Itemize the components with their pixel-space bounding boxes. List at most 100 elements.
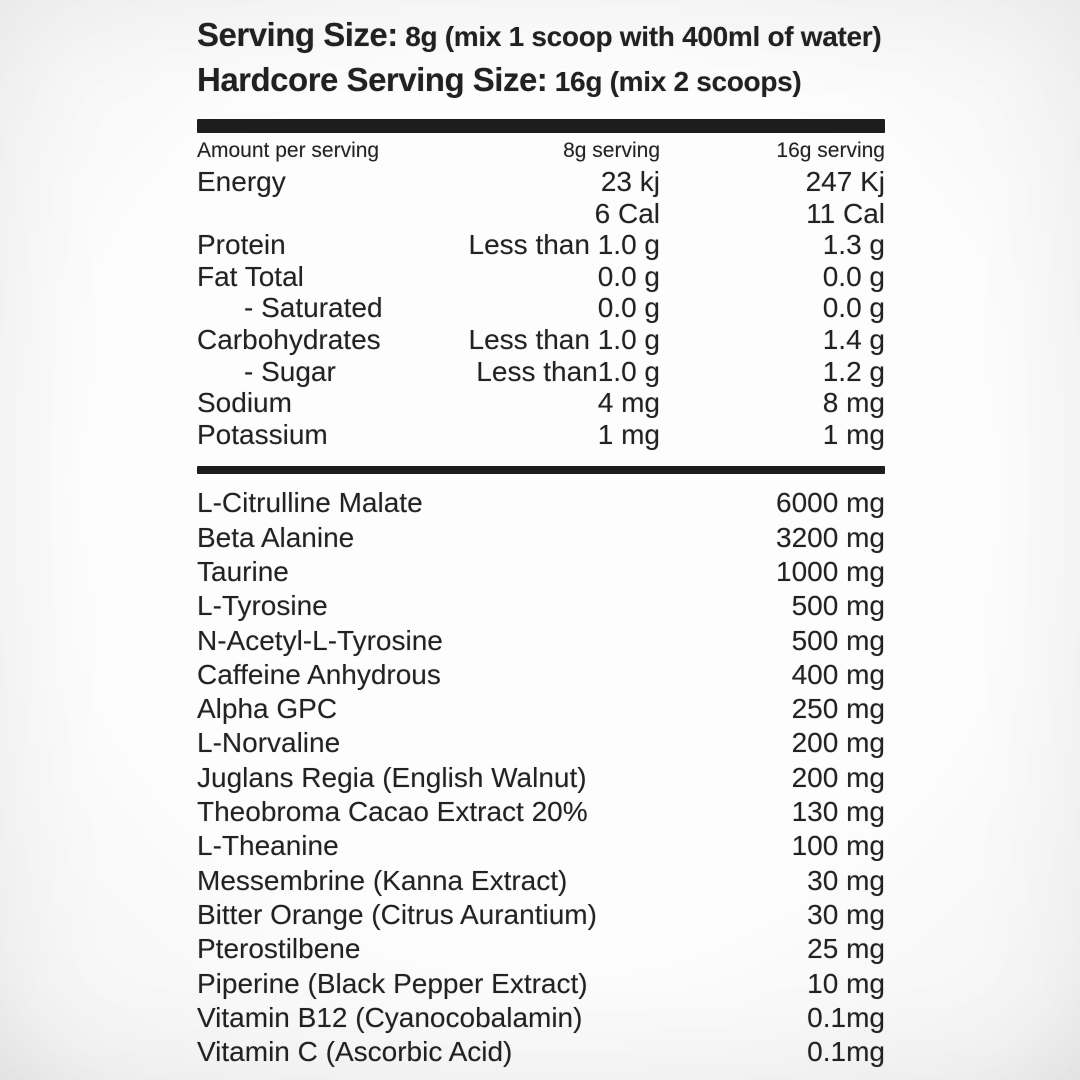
ingredient-amount: 10 mg [807, 967, 885, 999]
table-column-headers: Amount per serving 8g serving 16g servin… [197, 138, 885, 164]
ingredient-amount: 400 mg [791, 658, 885, 690]
nutrition-row: Carbohydrates Less than 1.0 g 1.4 g [197, 324, 885, 356]
nutrition-row: Protein Less than 1.0 g 1.3 g [197, 229, 885, 261]
ingredient-name: Alpha GPC [197, 693, 338, 725]
ingredient-amount: 3200 mg [776, 521, 885, 553]
nutrition-table: Energy 23 kj 247 Kj 6 Cal 11 Cal Protein Less … [197, 166, 885, 450]
nutrient-label [197, 198, 444, 230]
ingredient-name: Taurine [197, 555, 289, 587]
ingredient-amount: 200 mg [791, 727, 885, 759]
ingredient-name: Bitter Orange (Citrus Aurantium) [197, 898, 597, 930]
nutrient-label: Energy [197, 166, 286, 197]
serving-size-line: Serving Size: 8g (mix 1 scoop with 400ml… [197, 16, 885, 61]
ingredient-name: L-Tyrosine [197, 590, 328, 622]
nutrient-value-16g: 1 mg [822, 418, 885, 450]
nutrient-value-16g: 11 Cal [806, 197, 885, 229]
nutrient-label: Sodium [197, 387, 292, 419]
supplement-facts-label: Serving Size: 8g (mix 1 scoop with 400ml… [197, 16, 885, 1069]
ingredient-name: Pterostilbene [197, 933, 361, 965]
ingredient-row: Juglans Regia (English Walnut) 200 mg [197, 761, 885, 795]
ingredient-name: L-Citrulline Malate [197, 487, 423, 519]
nutrient-value-8g: 0.0 g [597, 292, 660, 324]
ingredient-amount: 30 mg [807, 898, 885, 930]
nutrition-row: Energy 23 kj 247 Kj [197, 166, 885, 198]
nutrient-value-8g: 4 mg [597, 387, 660, 419]
nutrient-value-8g: Less than 1.0 g [468, 323, 660, 355]
ingredient-name: N-Acetyl-L-Tyrosine [197, 624, 443, 656]
ingredient-row: L-Theanine 100 mg [197, 829, 885, 863]
ingredient-row: Vitamin B12 (Cyanocobalamin) 0.1mg [197, 1001, 885, 1035]
nutrient-value-16g: 0.0 g [822, 260, 885, 292]
ingredient-name: Beta Alanine [197, 521, 355, 553]
column-header-8g-serving: 8g serving [563, 139, 660, 162]
ingredient-row: Taurine 1000 mg [197, 555, 885, 589]
ingredient-name: Piperine (Black Pepper Extract) [197, 967, 588, 999]
nutrient-value-16g: 8 mg [822, 387, 885, 419]
ingredient-name: Vitamin C (Ascorbic Acid) [197, 1036, 513, 1068]
ingredient-name: Caffeine Anhydrous [197, 658, 441, 690]
ingredient-row: Piperine (Black Pepper Extract) 10 mg [197, 967, 885, 1001]
nutrient-label: Potassium [197, 418, 328, 450]
ingredient-row: L-Tyrosine 500 mg [197, 589, 885, 623]
ingredient-name: Juglans Regia (English Walnut) [197, 761, 587, 793]
nutrient-value-8g: Less than1.0 g [476, 355, 660, 387]
serving-size-value: 8g (mix 1 scoop with 400ml of water) [397, 21, 882, 52]
ingredient-amount: 25 mg [807, 933, 885, 965]
nutrient-value-8g: 23 kj [600, 166, 660, 197]
nutrition-row: Potassium 1 mg 1 mg [197, 419, 885, 451]
ingredient-amount: 6000 mg [776, 487, 885, 519]
ingredient-name: Vitamin B12 (Cyanocobalamin) [197, 1001, 583, 1033]
ingredient-row: L-Citrulline Malate 6000 mg [197, 486, 885, 520]
divider-bar-middle [197, 466, 885, 475]
serving-size-header: Serving Size: 8g (mix 1 scoop with 400ml… [197, 16, 885, 106]
nutrition-row: Sodium 4 mg 8 mg [197, 387, 885, 419]
ingredient-name: Theobroma Cacao Extract 20% [197, 796, 588, 828]
column-header-16g-serving: 16g serving [776, 139, 885, 162]
nutrient-value-16g: 1.3 g [822, 229, 885, 261]
ingredients-table: L-Citrulline Malate 6000 mg Beta Alanine 32… [197, 486, 885, 1069]
nutrient-label: - Saturated [244, 292, 383, 324]
ingredient-row: Theobroma Cacao Extract 20% 130 mg [197, 795, 885, 829]
nutrient-value-16g: 0.0 g [822, 292, 885, 324]
nutrient-label: - Sugar [244, 355, 336, 387]
ingredient-amount: 130 mg [791, 796, 885, 828]
ingredient-name: Messembrine (Kanna Extract) [197, 864, 568, 896]
ingredient-row: Alpha GPC 250 mg [197, 692, 885, 726]
ingredient-row: Messembrine (Kanna Extract) 30 mg [197, 864, 885, 898]
hardcore-serving-size-title: Hardcore Serving Size: [197, 61, 548, 98]
ingredient-amount: 30 mg [807, 864, 885, 896]
ingredient-amount: 100 mg [791, 830, 885, 862]
ingredient-amount: 200 mg [791, 761, 885, 793]
divider-bar-top [197, 119, 885, 133]
serving-size-title: Serving Size: [197, 16, 398, 53]
ingredient-row: Pterostilbene 25 mg [197, 932, 885, 966]
nutrient-value-8g: 6 Cal [594, 197, 660, 229]
ingredient-name: L-Norvaline [197, 727, 341, 759]
nutrient-label: Fat Total [197, 260, 304, 292]
nutrient-value-16g: 1.4 g [822, 323, 885, 355]
ingredient-row: Bitter Orange (Citrus Aurantium) 30 mg [197, 898, 885, 932]
nutrition-row: - Saturated 0.0 g 0.0 g [197, 292, 885, 324]
ingredient-amount: 0.1mg [807, 1036, 885, 1068]
ingredient-amount: 0.1mg [807, 1001, 885, 1033]
ingredient-row: Caffeine Anhydrous 400 mg [197, 658, 885, 692]
nutrition-row: - Sugar Less than1.0 g 1.2 g [197, 356, 885, 388]
hardcore-serving-size-line: Hardcore Serving Size: 16g (mix 2 scoops… [197, 61, 885, 106]
ingredient-amount: 250 mg [791, 693, 885, 725]
ingredient-amount: 1000 mg [776, 555, 885, 587]
ingredient-row: Vitamin C (Ascorbic Acid) 0.1mg [197, 1035, 885, 1069]
column-header-amount: Amount per serving [197, 139, 380, 162]
nutrient-value-8g: 1 mg [597, 418, 660, 450]
nutrient-value-8g: 0.0 g [597, 260, 660, 292]
ingredient-row: L-Norvaline 200 mg [197, 726, 885, 760]
ingredient-row: Beta Alanine 3200 mg [197, 521, 885, 555]
ingredient-amount: 500 mg [791, 624, 885, 656]
hardcore-serving-size-value: 16g (mix 2 scoops) [547, 66, 802, 97]
nutrient-value-16g: 247 Kj [805, 166, 885, 197]
nutrient-label: Carbohydrates [197, 323, 381, 355]
ingredient-amount: 500 mg [791, 590, 885, 622]
nutrient-value-8g: Less than 1.0 g [468, 229, 660, 261]
nutrient-label: Protein [197, 229, 286, 261]
nutrition-row: Fat Total 0.0 g 0.0 g [197, 261, 885, 293]
nutrition-row: 6 Cal 11 Cal [197, 198, 885, 230]
